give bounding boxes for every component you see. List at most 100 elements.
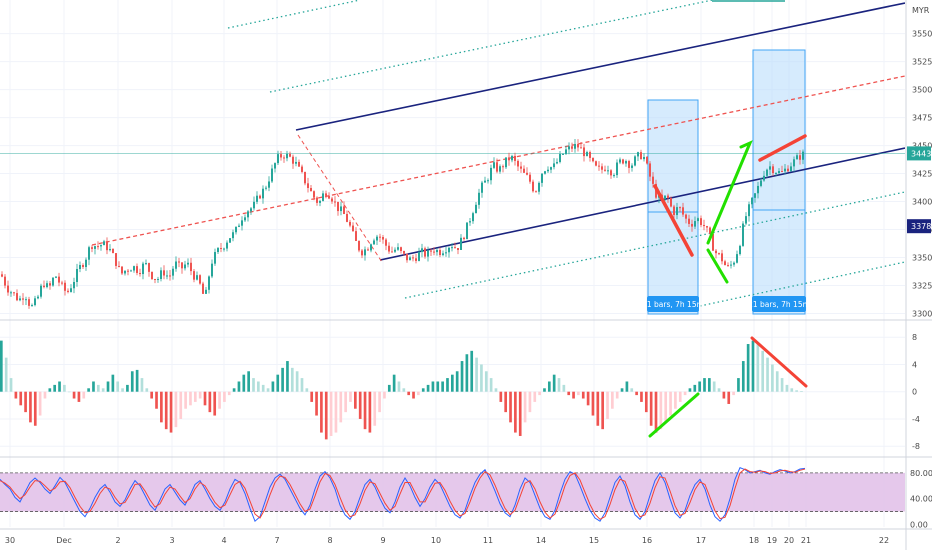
candle [292,154,294,169]
candle [532,179,534,193]
histogram-bar [426,384,430,392]
histogram-bar [703,378,706,392]
histogram-bar [654,391,658,433]
histogram-bar [644,391,648,413]
histogram-bar [58,381,61,392]
candle [439,247,441,258]
histogram-bar [455,371,459,392]
histogram-bar [344,391,347,413]
stochastic-axis[interactable]: 80.00 40.00 0.00 [910,469,932,530]
macd-axis[interactable]: 8 4 0 -4 -8 [912,333,920,451]
candle [625,159,627,167]
candle [436,248,438,256]
time-tick-label: 4 [221,536,226,545]
price-tick-label: 3400 [912,198,932,207]
candle [382,234,384,244]
trendline-red-down[interactable] [653,184,694,257]
candle [289,151,291,158]
candle [346,210,348,223]
channel-dotted-line-upper[interactable] [269,0,905,93]
candle [727,262,729,267]
candle [535,190,537,193]
candle [286,150,288,162]
histogram-bar [775,371,779,392]
candle [490,164,492,185]
candle [775,172,777,176]
date-range-label-2[interactable]: 21 bars, 7h 15m [748,296,810,312]
price-tick-label: 3350 [912,254,932,263]
candle [298,159,300,168]
candle [403,250,405,256]
channel-dotted-line-bottom[interactable] [699,261,905,307]
histogram-bar [397,381,401,392]
candle [562,153,564,155]
price-axis[interactable]: 3300332533503375340034253450347535003525… [912,30,932,319]
candle [67,288,69,294]
macd-tick-label: 8 [912,333,917,342]
channel-dotted-line-top[interactable] [227,0,361,29]
macd-histogram [0,340,803,440]
candle [13,291,15,296]
candle [502,164,504,173]
histogram-bar [470,350,474,392]
candle [373,238,375,245]
channel-lower-line[interactable] [379,147,905,261]
trendline-red-up[interactable] [758,134,807,162]
candle [547,166,549,174]
channel-upper-line[interactable] [295,2,905,131]
histogram-bar [286,361,289,392]
macd-tick-label: 0 [912,388,917,397]
histogram-bar [494,388,498,392]
histogram-bar [635,391,638,396]
candle [172,265,174,280]
candle [679,206,681,213]
candle [142,261,144,280]
candle [685,213,687,224]
candle [433,247,435,256]
marker-price-badge: 3378 [907,219,931,234]
candle [262,185,264,204]
candle [331,196,333,204]
histogram-bar [38,391,42,416]
candle [28,296,30,309]
price-tick-label: 3550 [912,30,932,39]
candle [412,254,414,262]
time-tick-label: 18 [749,536,759,545]
macd-trendline-green[interactable] [648,392,700,438]
candlestick-series[interactable] [1,138,804,309]
channel-midline[interactable] [91,75,905,246]
macd-pane[interactable] [0,336,808,440]
trendline-green-zigzag[interactable] [706,140,753,245]
price-tick-label: 3325 [912,282,932,291]
histogram-bar [441,381,444,392]
histogram-bar [358,391,362,419]
histogram-bar [446,378,449,392]
candle [175,256,177,272]
histogram-bar [523,391,527,423]
candle [478,188,480,209]
macd-trendline-red[interactable] [750,336,808,388]
candle [466,222,468,240]
histogram-bar [785,384,789,392]
trendline-green-lower[interactable] [706,248,729,284]
candle [85,257,87,271]
time-axis[interactable]: 30 Dec 2 3 4 7 8 9 10 11 14 15 16 17 18 19 20 21 22 [5,536,889,545]
candle [151,271,153,281]
candle [421,243,423,258]
candle [76,263,78,287]
histogram-bar [572,391,575,399]
last-price-text: 3443 [911,149,931,158]
candle [325,190,327,199]
candle [58,272,60,287]
candle [541,173,543,187]
candle [37,294,39,300]
candle [328,192,330,200]
histogram-bar [82,391,86,399]
candle [214,248,216,266]
histogram-bar [460,361,464,392]
candle [10,290,12,297]
price-pane[interactable]: 21 bars, 7h 15m 21 bars, 7h 15m [0,0,905,315]
stochastic-pane[interactable] [0,467,905,523]
date-range-label-1[interactable]: 21 bars, 7h 15m [642,296,704,312]
